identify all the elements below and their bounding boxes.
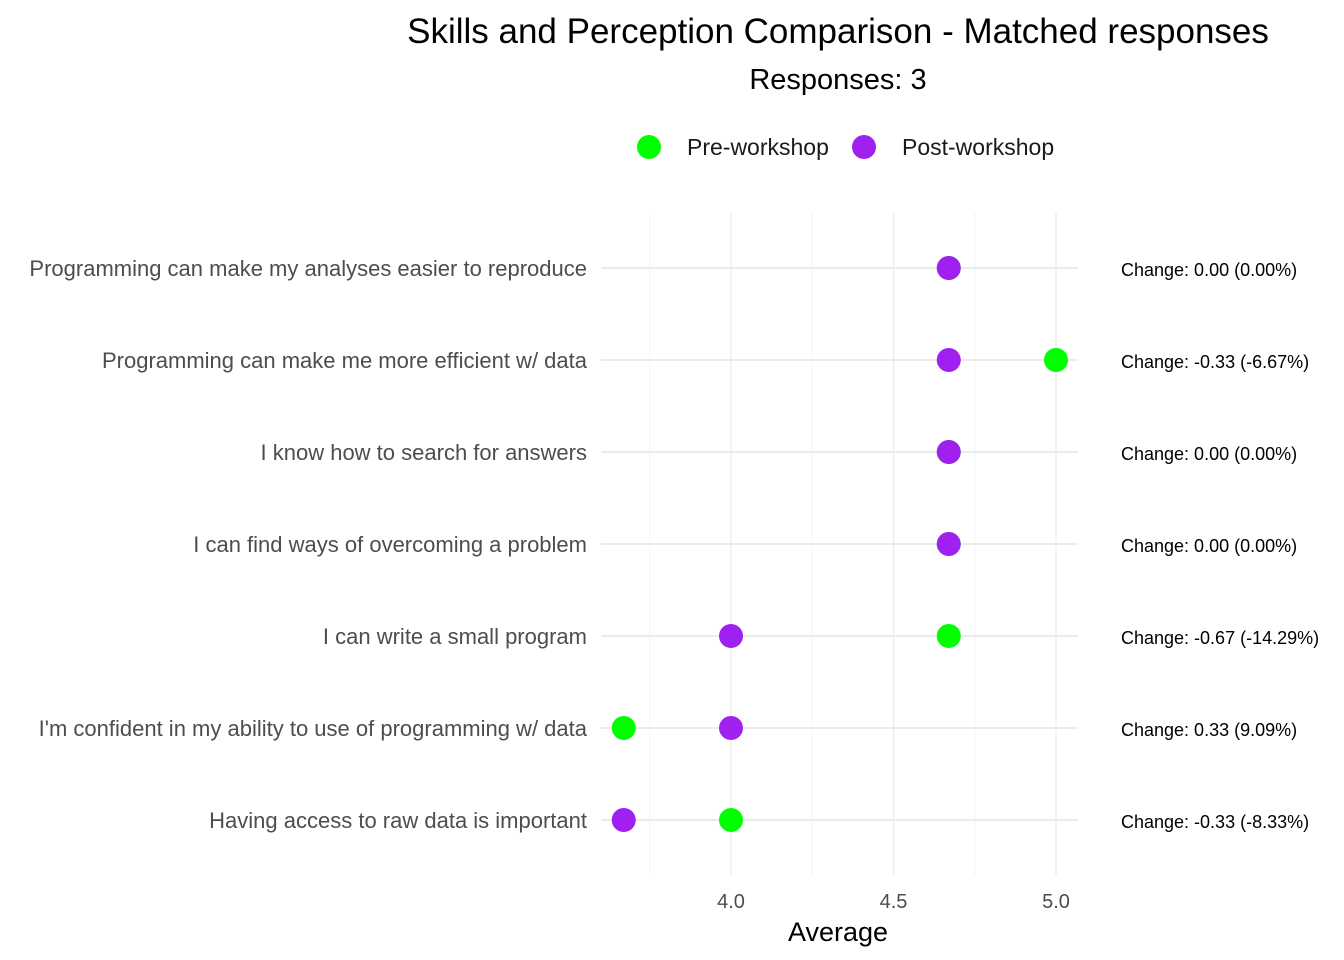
- x-tick-label: 5.0: [1042, 891, 1070, 913]
- change-annotation: Change: -0.67 (-14.29%): [1121, 628, 1319, 648]
- change-annotation: Change: 0.00 (0.00%): [1121, 260, 1297, 280]
- x-axis-ticks: 4.0 4.5 5.0: [717, 891, 1070, 913]
- change-annotations: Change: 0.00 (0.00%) Change: -0.33 (-6.67…: [1121, 260, 1319, 832]
- change-annotation: Change: 0.33 (9.09%): [1121, 720, 1297, 740]
- point-post-workshop: [936, 532, 961, 556]
- grid: [601, 213, 1078, 875]
- y-category-label: I know how to search for answers: [261, 440, 587, 465]
- y-category-label: I can find ways of overcoming a problem: [193, 532, 587, 557]
- legend-label-post-workshop: Post-workshop: [902, 134, 1054, 160]
- legend: Pre-workshop Post-workshop: [637, 134, 1054, 160]
- data-points: [611, 256, 1068, 832]
- point-pre-workshop: [936, 624, 961, 648]
- change-annotation: Change: 0.00 (0.00%): [1121, 444, 1297, 464]
- point-post-workshop: [936, 348, 961, 372]
- point-post-workshop: [611, 808, 636, 832]
- point-post-workshop: [936, 256, 961, 280]
- point-post-workshop: [936, 440, 961, 464]
- x-tick-label: 4.0: [717, 891, 745, 913]
- y-category-label: Programming can make my analyses easier …: [29, 256, 587, 281]
- legend-label-pre-workshop: Pre-workshop: [687, 134, 829, 160]
- y-category-label: Having access to raw data is important: [209, 808, 587, 833]
- point-pre-workshop: [611, 716, 636, 740]
- y-axis-labels: Programming can make my analyses easier …: [29, 256, 587, 833]
- change-annotation: Change: 0.00 (0.00%): [1121, 536, 1297, 556]
- point-post-workshop: [719, 624, 743, 648]
- point-pre-workshop: [719, 808, 743, 832]
- x-axis-title: Average: [788, 917, 888, 947]
- point-pre-workshop: [1044, 348, 1068, 372]
- chart-subtitle: Responses: 3: [749, 64, 926, 96]
- change-annotation: Change: -0.33 (-8.33%): [1121, 812, 1309, 832]
- y-category-label: I'm confident in my ability to use of pr…: [39, 716, 588, 741]
- y-category-label: Programming can make me more efficient w…: [102, 348, 588, 373]
- legend-marker-post-workshop: [852, 135, 876, 159]
- legend-marker-pre-workshop: [637, 135, 661, 159]
- change-annotation: Change: -0.33 (-6.67%): [1121, 352, 1309, 372]
- x-tick-label: 4.5: [880, 891, 908, 913]
- y-category-label: I can write a small program: [323, 624, 587, 649]
- chart-title: Skills and Perception Comparison - Match…: [407, 12, 1269, 51]
- point-post-workshop: [719, 716, 743, 740]
